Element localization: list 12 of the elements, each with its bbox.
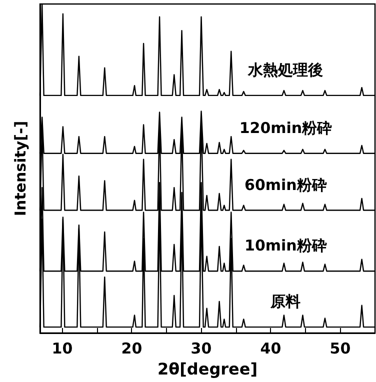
x-tick-label: 20	[121, 340, 142, 358]
series-label: 原料	[270, 292, 301, 311]
x-tick-label: 40	[260, 340, 282, 358]
series-label: 120min粉砕	[239, 118, 332, 137]
series-label: 10min粉砕	[244, 236, 327, 255]
x-tick-label: 30	[190, 340, 212, 358]
y-axis-title: Intensity[-]	[12, 120, 30, 216]
series-label: 水熱処理後	[247, 60, 324, 79]
x-tick-label: 50	[330, 340, 351, 358]
x-tick-label: 10	[52, 340, 73, 358]
series-label: 60min粉砕	[244, 176, 327, 194]
x-axis-title: 2θ[degree]	[157, 360, 258, 378]
